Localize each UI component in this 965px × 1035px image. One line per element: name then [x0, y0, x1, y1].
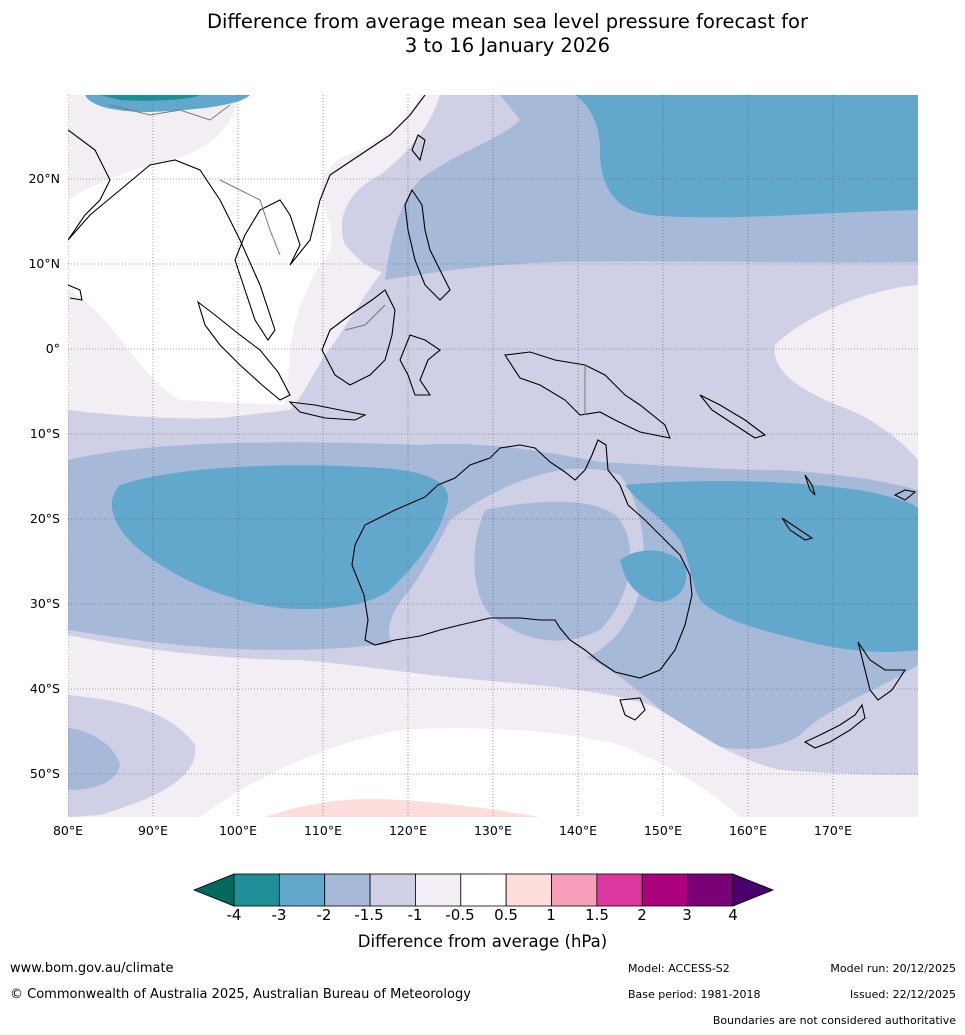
- footer-model: Model: ACCESS-S2: [628, 962, 730, 975]
- contour-nw-corner: [68, 95, 240, 200]
- coast-new-guinea: [504, 351, 671, 439]
- footer-base-period: Base period: 1981-2018: [628, 988, 761, 1001]
- coast-nz-north: [857, 641, 907, 701]
- colorbar-bin: [505, 873, 552, 907]
- contour-coral-low: [625, 480, 918, 652]
- lon-label-80e: 80°E: [52, 823, 84, 838]
- colorbar-tick: -2: [316, 906, 332, 924]
- colorbar-bin: [460, 873, 507, 907]
- colorbar-tick: -4: [226, 906, 242, 924]
- colorbar-tick: 4: [728, 906, 738, 924]
- colorbar-tick: 1.5: [585, 906, 609, 924]
- chart-title: Difference from average mean sea level p…: [0, 10, 965, 58]
- boundary-china: [109, 104, 231, 121]
- lon-label-160e: 160°E: [728, 823, 767, 838]
- contour-queensland-low: [620, 550, 687, 602]
- colorbar-title: Difference from average (hPa): [357, 932, 608, 951]
- colorbar: [192, 873, 775, 907]
- colorbar-tick: -0.5: [445, 906, 475, 924]
- title-line-2: 3 to 16 January 2026: [404, 34, 611, 57]
- coast-sulawesi: [399, 334, 441, 396]
- colorbar-bin: [369, 873, 416, 907]
- contour-indian-low: [111, 465, 449, 610]
- graticule: [68, 95, 918, 817]
- boundary-borneo: [344, 304, 386, 331]
- contour-east-pacific: [774, 285, 918, 460]
- lat-label-20s: 20°S: [29, 511, 60, 526]
- lat-label-10s: 10°S: [29, 426, 60, 441]
- coast-australia: [351, 439, 693, 679]
- coast-nz-south: [803, 703, 866, 749]
- coast-mainland-se-asia: [68, 95, 426, 341]
- colorbar-tick: -1.5: [354, 906, 384, 924]
- contour-nwp-low: [575, 95, 918, 218]
- coast-tasmania: [619, 697, 646, 721]
- coast-vanuatu: [804, 474, 816, 496]
- lon-label-100e: 100°E: [218, 823, 257, 838]
- colorbar-tick: 2: [637, 906, 647, 924]
- colorbar-bin: [278, 873, 326, 907]
- colorbar-bin: [233, 873, 280, 907]
- coast-philippines: [404, 188, 451, 301]
- footer-website: www.bom.gov.au/climate: [10, 961, 174, 976]
- lon-label-130e: 130°E: [473, 823, 512, 838]
- colorbar-bin: [687, 873, 734, 907]
- lat-label-30s: 30°S: [29, 596, 60, 611]
- coast-solomon: [699, 394, 767, 439]
- lon-label-170e: 170°E: [813, 823, 852, 838]
- colorbar-tick: -1: [407, 906, 423, 924]
- contour-sw-patch: [68, 695, 196, 817]
- coastlines: [68, 95, 917, 749]
- contour-aus-inland: [474, 501, 631, 641]
- contour-southern-positive: [265, 798, 540, 817]
- colorbar-extend-high: [732, 873, 775, 907]
- coast-java: [288, 401, 367, 421]
- coast-new-caledonia: [781, 517, 814, 541]
- colorbar-bin: [415, 873, 462, 907]
- lon-label-110e: 110°E: [303, 823, 342, 838]
- footer-issued: Issued: 22/12/2025: [849, 988, 956, 1001]
- lon-label-150e: 150°E: [643, 823, 682, 838]
- coast-borneo: [321, 289, 396, 386]
- lon-label-90e: 90°E: [137, 823, 169, 838]
- coast-fiji: [893, 489, 917, 501]
- colorbar-bin: [324, 873, 371, 907]
- lat-label-20n: 20°N: [28, 171, 60, 186]
- colorbar-bin: [596, 873, 643, 907]
- colorbar-tick: 0.5: [494, 906, 518, 924]
- lat-label-50s: 50°S: [29, 766, 60, 781]
- lat-label-10n: 10°N: [28, 256, 60, 271]
- boundary-indochina: [219, 179, 281, 256]
- footer-disclaimer: Boundaries are not considered authoritat…: [712, 1014, 956, 1027]
- boundaries: [109, 104, 586, 415]
- colorbar-bin: [551, 873, 598, 907]
- colorbar-bin: [641, 873, 688, 907]
- coast-india: [68, 129, 111, 241]
- footer-model-run: Model run: 20/12/2025: [830, 962, 956, 975]
- footer-copyright: © Commonwealth of Australia 2025, Austra…: [10, 987, 471, 1002]
- coast-sumatra: [196, 300, 291, 401]
- coast-sri-lanka: [68, 284, 83, 301]
- title-line-1: Difference from average mean sea level p…: [207, 10, 808, 33]
- contour-tibet-core: [100, 95, 200, 101]
- lon-label-140e: 140°E: [558, 823, 597, 838]
- contour-sw-core: [68, 728, 120, 790]
- colorbar-tick: -3: [271, 906, 287, 924]
- lat-label-0: 0°: [45, 341, 60, 356]
- colorbar-extend-low: [192, 873, 235, 907]
- coast-taiwan: [411, 134, 426, 162]
- lat-label-40s: 40°S: [29, 681, 60, 696]
- lon-label-120e: 120°E: [388, 823, 427, 838]
- colorbar-tick: 3: [682, 906, 692, 924]
- contour-southern-white: [200, 728, 740, 817]
- colorbar-tick: 1: [546, 906, 556, 924]
